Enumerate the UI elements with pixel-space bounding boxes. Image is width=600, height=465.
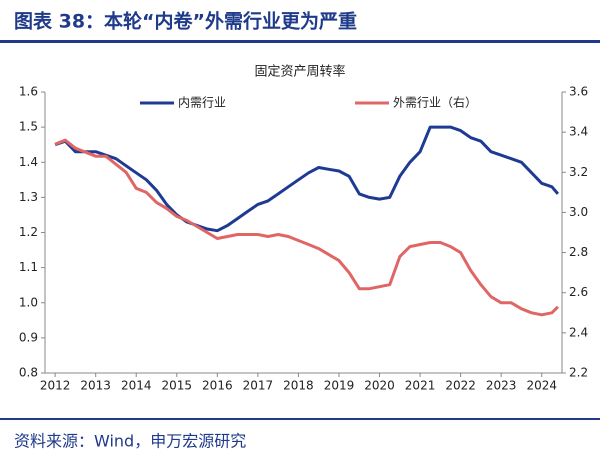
y-tick-label: 1.5 <box>19 120 38 134</box>
footer-rule <box>0 418 600 420</box>
y-tick-label: 1.3 <box>19 190 38 204</box>
y-tick-label: 0.8 <box>19 366 38 380</box>
x-tick-label: 2017 <box>243 379 274 393</box>
y-tick-label: 1.0 <box>19 295 38 309</box>
x-tick-label: 2020 <box>364 379 395 393</box>
x-tick-label: 2019 <box>324 379 355 393</box>
header-rule <box>0 40 600 43</box>
y2-tick-label: 3.6 <box>569 85 588 99</box>
y2-tick-label: 2.8 <box>569 245 588 259</box>
y2-tick-label: 3.4 <box>569 125 588 139</box>
x-tick-label: 2015 <box>162 379 193 393</box>
x-tick-label: 2018 <box>283 379 314 393</box>
source-note: 资料来源：Wind，申万宏源研究 <box>14 432 246 451</box>
y2-tick-label: 2.6 <box>569 285 588 299</box>
x-tick-label: 2016 <box>202 379 233 393</box>
series-line <box>54 125 560 233</box>
y-tick-label: 0.9 <box>19 330 38 344</box>
legend-label: 外需行业（右） <box>393 95 477 110</box>
x-tick-label: 2022 <box>445 379 476 393</box>
series-line <box>54 138 559 317</box>
x-tick-label: 2021 <box>405 379 436 393</box>
y-tick-label: 1.2 <box>19 225 38 239</box>
y2-tick-label: 3.0 <box>569 205 588 219</box>
x-tick-label: 2023 <box>486 379 517 393</box>
x-tick-label: 2012 <box>40 379 71 393</box>
y2-tick-label: 2.2 <box>569 366 588 380</box>
chart-title: 固定资产周转率 <box>254 64 345 80</box>
y-tick-label: 1.1 <box>19 260 38 274</box>
y-tick-label: 1.4 <box>19 155 38 169</box>
x-tick-label: 2024 <box>526 379 557 393</box>
x-tick-label: 2013 <box>80 379 111 393</box>
y-tick-label: 1.6 <box>19 85 38 99</box>
page-title: 图表 38：本轮“内卷”外需行业更为严重 <box>14 10 357 33</box>
legend-label: 内需行业 <box>178 96 226 110</box>
y2-tick-label: 3.2 <box>569 165 588 179</box>
x-tick-label: 2014 <box>121 379 152 393</box>
y2-tick-label: 2.4 <box>569 325 588 339</box>
